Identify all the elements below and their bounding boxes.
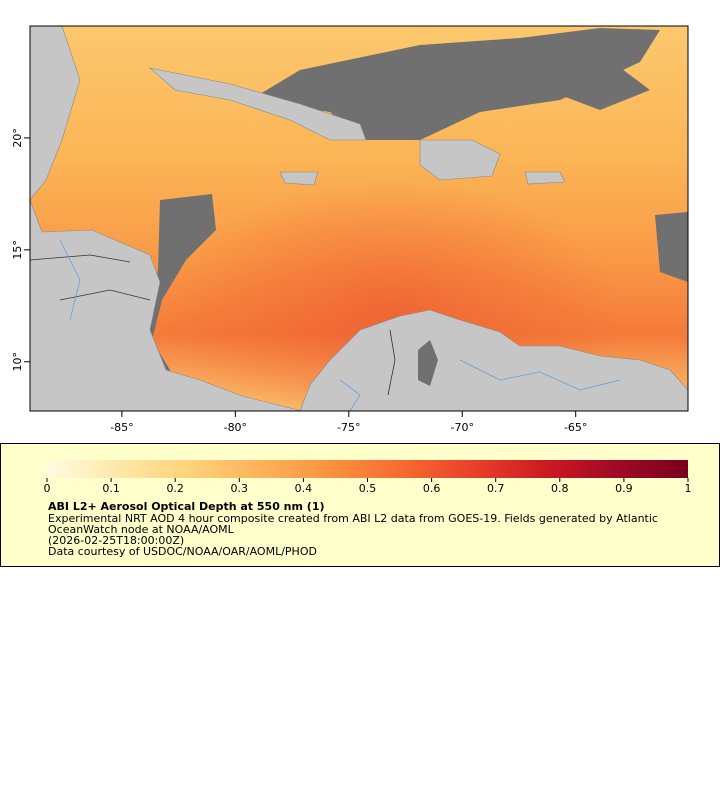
colorbar-tick-label: 0.9 <box>615 482 633 495</box>
south-america <box>299 309 688 411</box>
y-tick-label: 20° <box>11 128 24 148</box>
legend-line: Data courtesy of USDOC/NOAA/OAR/AOML/PHO… <box>48 545 317 558</box>
hispaniola <box>419 139 501 181</box>
colorbar-tick-label: 0.7 <box>487 482 505 495</box>
map <box>30 26 688 411</box>
axes: -85° -80° -75° -70° -65° 10° 15° 20° <box>11 128 587 434</box>
legend-title: ABI L2+ Aerosol Optical Depth at 550 nm … <box>48 500 325 513</box>
cloud <box>540 40 650 110</box>
colorbar-tick-label: 0 <box>44 482 51 495</box>
legend-line: OceanWatch node at NOAA/AOML <box>48 523 235 536</box>
legend-line: Experimental NRT AOD 4 hour composite cr… <box>48 512 658 525</box>
jamaica <box>279 171 319 186</box>
colorbar-tick-label: 0.1 <box>102 482 120 495</box>
colorbar-tick-label: 0.4 <box>295 482 313 495</box>
river <box>59 239 621 411</box>
colorbar-tick-label: 0.3 <box>231 482 249 495</box>
central-america <box>30 199 303 411</box>
legend-line: (2026-02-25T18:00:00Z) <box>48 534 184 547</box>
cuba <box>148 67 367 141</box>
colorbar-tick-label: 0.6 <box>423 482 441 495</box>
x-tick-label: -65° <box>564 421 587 434</box>
y-tick-label: 10° <box>11 352 24 372</box>
colorbar-tick-label: 0.2 <box>166 482 184 495</box>
cloud <box>144 194 216 398</box>
lake-maracaibo <box>418 340 438 386</box>
colorbar-tick-label: 0.8 <box>551 482 569 495</box>
legend: ABI L2+ Aerosol Optical Depth at 550 nm … <box>44 478 692 558</box>
colorbar-tick-label: 0.5 <box>359 482 377 495</box>
cloud <box>655 212 688 282</box>
y-tick-label: 15° <box>11 240 24 260</box>
yucatan <box>30 26 81 201</box>
x-tick-label: -75° <box>337 421 360 434</box>
x-tick-label: -85° <box>110 421 133 434</box>
x-tick-label: -80° <box>224 421 247 434</box>
colorbar-tick-label: 1 <box>685 482 692 495</box>
colorbar <box>47 460 688 478</box>
map-frame <box>29 25 689 412</box>
x-tick-label: -70° <box>451 421 474 434</box>
border <box>30 254 396 396</box>
puerto-rico <box>524 171 566 185</box>
